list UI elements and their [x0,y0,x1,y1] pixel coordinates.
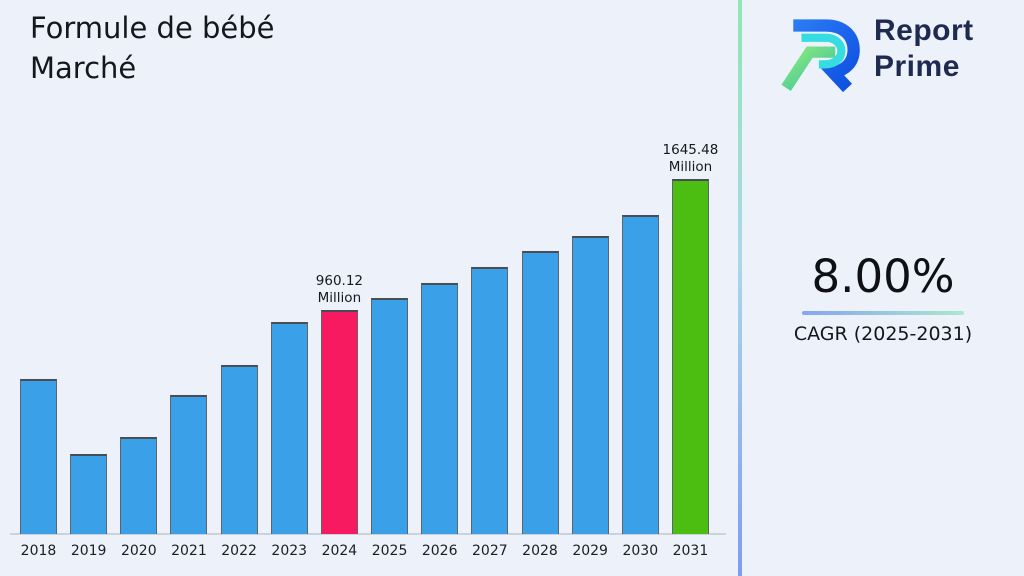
x-tick-2029: 2029 [572,543,608,559]
x-tick-2022: 2022 [221,543,257,559]
x-tick-2027: 2027 [472,543,508,559]
cagr-label: CAGR (2025-2031) [793,323,973,345]
report-prime-logo-text: Report Prime [874,13,974,85]
cagr-block: 8.00% CAGR (2025-2031) [742,250,1024,345]
bar-2031 [671,179,709,534]
x-tick-2020: 2020 [120,543,157,559]
value-label-2031: 1645.48 Million [662,142,719,175]
logo-text-line1: Report [874,14,974,47]
panel-divider [738,0,742,576]
x-tick-2028: 2028 [522,543,558,559]
report-prime-logo: Report Prime [781,6,974,92]
chart-title-line2: Marché [30,51,137,85]
bar-2021 [170,395,208,534]
x-tick-2018: 2018 [20,543,57,559]
x-tick-2031: 2031 [672,543,709,559]
logo-text-line2: Prime [874,50,960,83]
chart-title: Formule de bébé Marché [30,8,275,88]
bar-2025 [371,298,409,534]
x-tick-2025: 2025 [371,543,408,559]
x-tick-2021: 2021 [171,543,207,559]
report-prime-logo-icon [781,19,860,92]
x-tick-2023: 2023 [271,543,308,559]
cagr-value: 8.00% [811,250,955,303]
bar-2026 [421,283,459,534]
x-tick-2024: 2024 [321,543,358,559]
bar-2023 [270,322,308,534]
x-axis-line [10,533,726,535]
bar-2030 [621,215,659,534]
bar-2024 [320,310,358,534]
x-tick-2019: 2019 [70,543,107,559]
bar-2029 [571,236,609,534]
chart-title-line1: Formule de bébé [30,11,275,45]
value-label-2024: 960.12 Million [315,273,364,306]
bar-2020 [120,437,158,534]
bar-2019 [70,454,108,534]
x-tick-2030: 2030 [622,543,659,559]
cagr-underline [802,311,964,315]
bar-2022 [220,365,258,534]
bar-2028 [521,251,559,534]
right-panel: Report Prime 8.00% CAGR (2025-2031) [742,0,1024,576]
x-tick-2026: 2026 [421,543,458,559]
bar-2018 [20,379,57,534]
bar-2027 [471,267,509,534]
